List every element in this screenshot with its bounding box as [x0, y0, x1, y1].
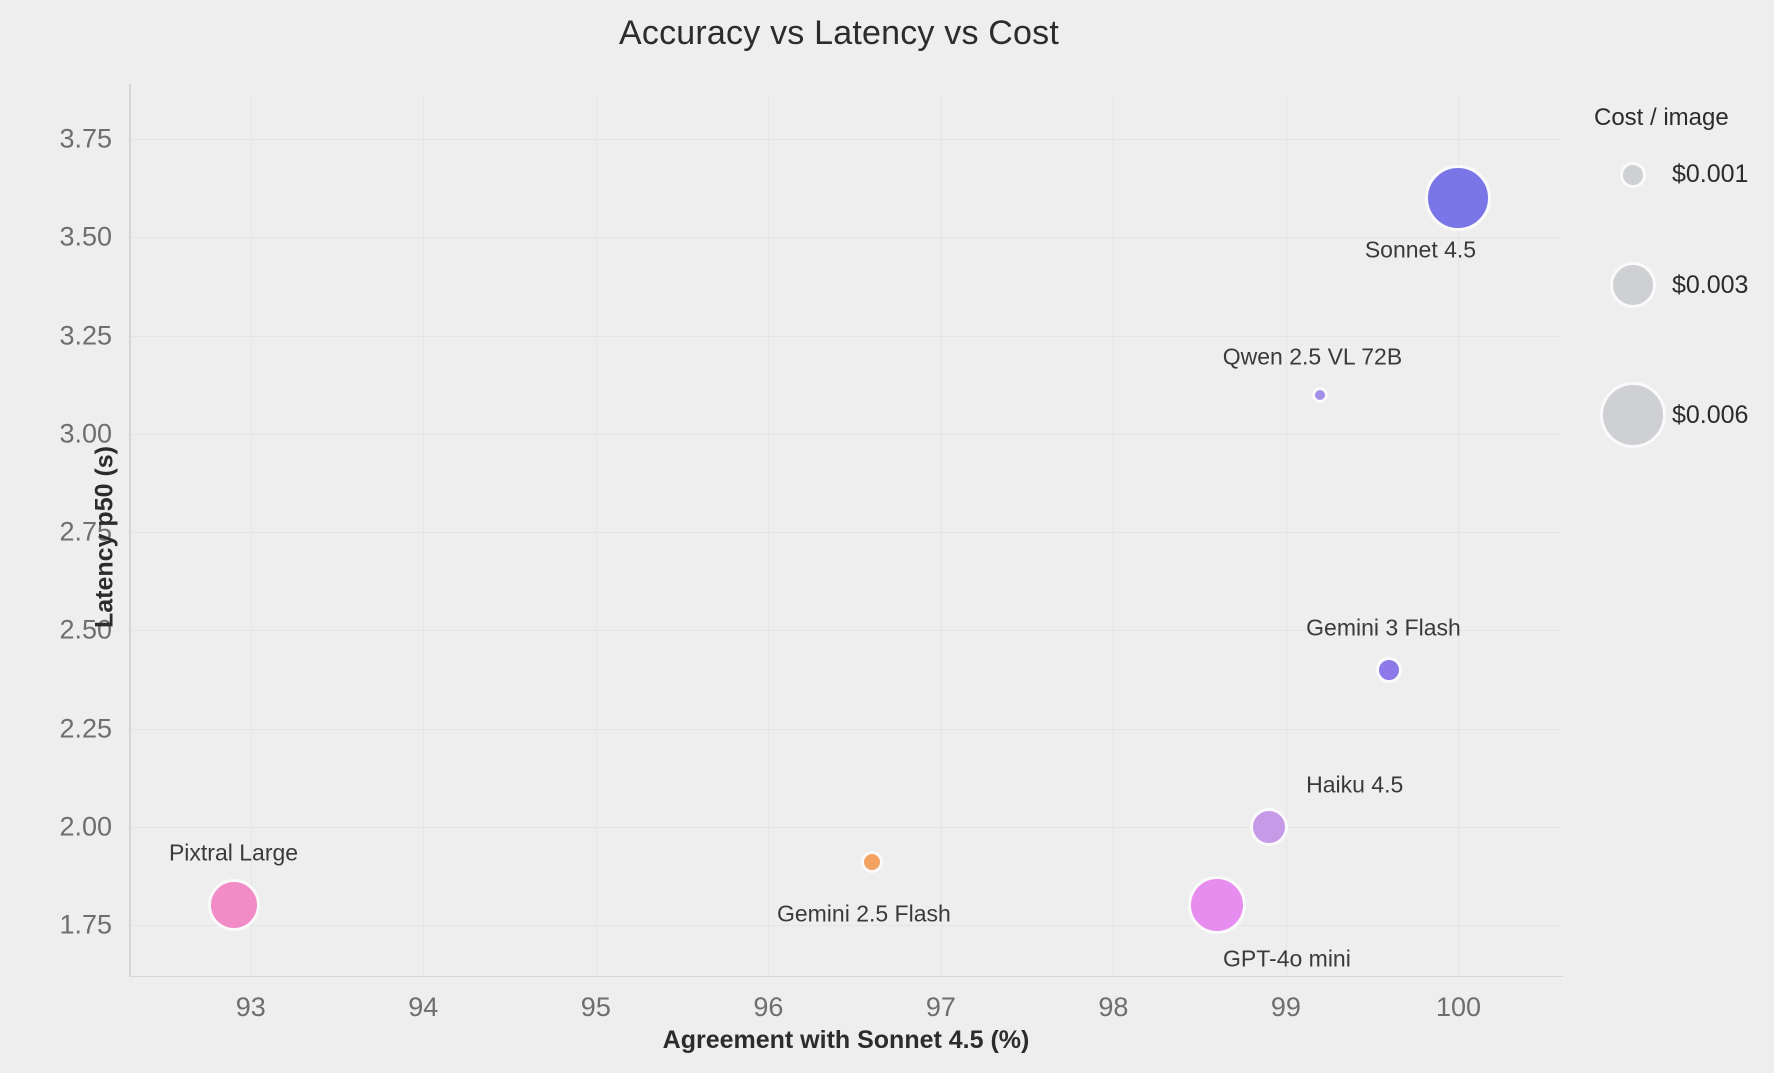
- gridline-vertical: [595, 96, 597, 976]
- legend-row[interactable]: $0.003: [1594, 262, 1770, 308]
- y-tick-label: 2.25: [59, 713, 112, 743]
- page-title: Accuracy vs Latency vs Cost: [619, 14, 1059, 52]
- y-tick-label: 2.00: [59, 811, 112, 842]
- gridline-horizontal: [130, 924, 1562, 926]
- bubble-point[interactable]: [860, 851, 883, 874]
- point-label: GPT-4o mini: [1223, 945, 1351, 972]
- point-label: Haiku 4.5: [1306, 771, 1404, 798]
- gridline-vertical: [940, 96, 942, 976]
- y-tick-label: 3.25: [59, 320, 112, 351]
- x-axis-label: Agreement with Sonnet 4.5 (%): [662, 1026, 1030, 1054]
- y-axis-label: Latency p50 (s): [90, 445, 119, 628]
- gridline-vertical: [1113, 96, 1115, 976]
- bubble-point[interactable]: [1249, 807, 1288, 846]
- y-axis-ticks: 1.75 2.00 2.25 2.50 2.75 3.00 3.25 3.50 3.75: [59, 96, 1562, 976]
- y-tick-label: 3.50: [59, 221, 112, 252]
- legend-title: Cost / image: [1594, 104, 1729, 131]
- x-axis-ticks: 93 94 95 96 97 98 99 100: [130, 96, 1562, 1022]
- legend-swatch-wrap: [1594, 382, 1672, 448]
- legend-size-swatch: [1620, 161, 1646, 188]
- legend-size-swatch: [1610, 262, 1656, 308]
- x-tick-label: 96: [753, 992, 784, 1022]
- legend-row[interactable]: $0.001: [1594, 160, 1770, 189]
- gridline-horizontal: [130, 728, 1562, 730]
- plot-frame: 1.75 2.00 2.25 2.50 2.75 3.00 3.25 3.50 3.75 93 9…: [59, 84, 1563, 1022]
- y-tick-label: 2.75: [59, 516, 112, 547]
- bubble-point[interactable]: [1425, 165, 1492, 232]
- y-tick-label: 3.75: [59, 123, 112, 154]
- gridline-vertical: [250, 96, 252, 976]
- y-axis-spine: [129, 84, 131, 976]
- point-label: Sonnet 4.5: [1364, 236, 1477, 263]
- plot-area[interactable]: 1.75 2.00 2.25 2.50 2.75 3.00 3.25 3.50 3.75 93 9…: [59, 84, 1563, 1022]
- y-tick-label: 1.75: [59, 909, 112, 940]
- bubble-point[interactable]: [1187, 876, 1246, 935]
- gridline-horizontal: [130, 335, 1562, 337]
- x-tick-label: 94: [408, 992, 439, 1022]
- gridline-horizontal: [130, 237, 1562, 239]
- x-tick-label: 100: [1435, 992, 1481, 1022]
- gridline-horizontal: [130, 826, 1562, 828]
- data-points: Sonnet 4.5 Qwen 2.5 VL 72B Gemini 3 Flash H…: [130, 96, 1562, 976]
- legend-row[interactable]: $0.006: [1594, 382, 1770, 448]
- gridline-horizontal: [130, 433, 1562, 435]
- gridline-vertical: [1458, 96, 1460, 976]
- gridline-vertical: [423, 96, 425, 976]
- point-label: Gemini 2.5 Flash: [776, 900, 951, 927]
- legend-swatch-wrap: [1594, 161, 1672, 188]
- point-label: Gemini 3 Flash: [1306, 614, 1461, 641]
- x-tick-label: 99: [1270, 992, 1301, 1022]
- legend-items: $0.001 $0.003 $0.006: [1594, 154, 1770, 448]
- y-tick-label: 3.00: [59, 418, 112, 449]
- point-label: Qwen 2.5 VL 72B: [1222, 343, 1403, 370]
- gridline-horizontal: [130, 532, 1562, 534]
- bubble-point[interactable]: [1312, 386, 1329, 403]
- x-tick-label: 98: [1098, 992, 1129, 1022]
- x-tick-label: 93: [235, 992, 266, 1022]
- legend-label: $0.003: [1672, 270, 1749, 299]
- legend-label: $0.001: [1672, 160, 1749, 188]
- bubble-point[interactable]: [1376, 656, 1403, 683]
- gridline-horizontal: [130, 139, 1562, 141]
- gridline-vertical: [768, 96, 770, 976]
- gridlines: [130, 96, 1562, 976]
- y-tick-label: 2.50: [59, 614, 112, 645]
- point-label: Pixtral Large: [168, 839, 299, 866]
- legend-label: $0.006: [1672, 400, 1749, 429]
- gridline-vertical: [1285, 96, 1287, 976]
- legend-size-swatch: [1600, 382, 1666, 448]
- legend-swatch-wrap: [1594, 262, 1672, 308]
- x-tick-label: 95: [580, 992, 611, 1022]
- x-axis-spine: [129, 975, 1563, 977]
- x-tick-label: 97: [925, 992, 956, 1022]
- gridline-horizontal: [130, 630, 1562, 632]
- bubble-point[interactable]: [207, 879, 260, 932]
- legend: Cost / image $0.001 $0.003 $0.006: [1594, 104, 1770, 448]
